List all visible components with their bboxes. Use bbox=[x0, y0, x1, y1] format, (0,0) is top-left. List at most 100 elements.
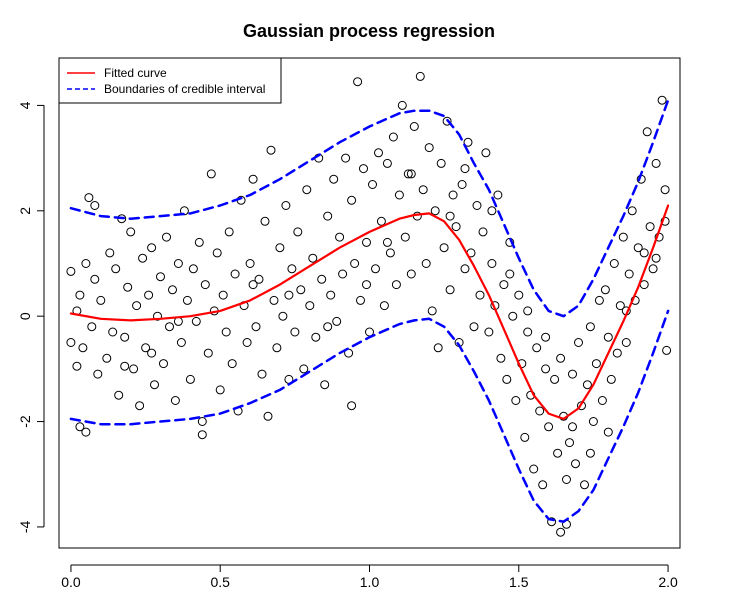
data-point bbox=[511, 396, 521, 405]
data-point bbox=[415, 71, 425, 81]
data-point bbox=[93, 369, 103, 379]
data-point bbox=[615, 301, 625, 311]
data-point bbox=[523, 306, 533, 316]
data-point bbox=[547, 517, 557, 527]
data-point bbox=[284, 290, 294, 300]
data-point bbox=[260, 216, 270, 226]
data-point bbox=[162, 232, 171, 242]
data-point bbox=[75, 290, 85, 300]
data-point bbox=[120, 361, 130, 371]
data-point bbox=[409, 122, 419, 131]
data-point bbox=[603, 427, 613, 437]
data-point bbox=[424, 143, 434, 153]
fitted-curve-line bbox=[69, 204, 670, 420]
data-point bbox=[484, 327, 494, 337]
data-point bbox=[585, 322, 595, 332]
data-point bbox=[317, 274, 327, 284]
data-point bbox=[320, 380, 330, 390]
data-point bbox=[645, 222, 655, 232]
data-point bbox=[562, 475, 571, 484]
data-point bbox=[165, 322, 174, 332]
data-point bbox=[529, 464, 539, 474]
data-point bbox=[514, 290, 524, 300]
y-tick-label: 2 bbox=[17, 207, 33, 215]
data-point bbox=[224, 227, 234, 237]
data-point bbox=[633, 243, 643, 253]
data-point bbox=[475, 290, 485, 300]
data-point bbox=[374, 148, 383, 158]
data-point bbox=[212, 248, 222, 258]
data-point bbox=[135, 401, 145, 411]
legend-label-fitted-curve: Fitted curve bbox=[104, 66, 167, 80]
data-point bbox=[368, 180, 377, 189]
data-point bbox=[565, 438, 574, 448]
data-point bbox=[657, 95, 667, 105]
data-point bbox=[580, 480, 589, 490]
data-point bbox=[66, 338, 76, 347]
data-point bbox=[496, 353, 506, 363]
data-point bbox=[102, 353, 112, 363]
data-point bbox=[194, 237, 204, 247]
data-point bbox=[341, 153, 351, 163]
data-point bbox=[406, 169, 416, 179]
data-point bbox=[457, 180, 467, 189]
data-point bbox=[379, 301, 389, 311]
data-point bbox=[660, 216, 670, 226]
data-point bbox=[481, 148, 491, 158]
data-point bbox=[448, 190, 458, 200]
legend-box bbox=[58, 57, 282, 104]
data-point bbox=[332, 316, 342, 326]
x-tick-label: 0.0 bbox=[61, 574, 81, 590]
y-tick-label: 0 bbox=[17, 312, 33, 320]
data-point bbox=[176, 338, 186, 347]
data-point bbox=[72, 361, 82, 371]
data-point bbox=[108, 327, 118, 337]
data-point bbox=[114, 390, 124, 400]
data-point bbox=[660, 185, 670, 195]
data-point bbox=[257, 369, 267, 379]
data-point bbox=[335, 232, 345, 242]
data-point bbox=[150, 380, 159, 390]
data-point bbox=[403, 169, 413, 179]
data-point bbox=[362, 237, 371, 247]
data-point bbox=[451, 222, 461, 232]
data-point bbox=[478, 227, 488, 237]
data-point bbox=[251, 322, 261, 332]
data-point bbox=[502, 374, 512, 384]
data-point bbox=[472, 201, 482, 210]
axes: 0.0 0.5 1.0 1.5 2.0 -4 -2 0 2 4 bbox=[17, 101, 678, 590]
data-point bbox=[356, 295, 365, 305]
data-point bbox=[87, 322, 97, 332]
data-point bbox=[382, 158, 392, 168]
data-point bbox=[263, 411, 273, 421]
data-point bbox=[538, 480, 548, 490]
data-point bbox=[385, 248, 395, 258]
data-point bbox=[188, 264, 198, 274]
legend: Fitted curve Boundaries of credible inte… bbox=[58, 57, 282, 104]
credible-interval-upper-line bbox=[69, 98, 670, 318]
y-tick-label: -2 bbox=[17, 415, 33, 428]
data-point bbox=[469, 322, 479, 332]
data-point bbox=[96, 295, 106, 305]
data-point bbox=[326, 290, 336, 300]
data-point bbox=[556, 527, 566, 537]
data-point bbox=[132, 301, 142, 311]
y-tick-label: 4 bbox=[17, 101, 33, 109]
data-point bbox=[436, 158, 446, 168]
data-point bbox=[272, 343, 282, 353]
data-point bbox=[505, 269, 515, 279]
data-point bbox=[350, 259, 360, 268]
data-point bbox=[618, 232, 628, 242]
data-point bbox=[206, 169, 216, 179]
data-point bbox=[597, 396, 607, 405]
data-point bbox=[126, 227, 136, 237]
data-point bbox=[651, 158, 661, 168]
data-point bbox=[532, 343, 542, 353]
data-point bbox=[606, 374, 616, 384]
data-point bbox=[487, 206, 497, 216]
data-point bbox=[574, 338, 583, 347]
data-point bbox=[191, 316, 201, 326]
data-point bbox=[397, 100, 407, 110]
data-point bbox=[359, 164, 368, 174]
data-point bbox=[582, 380, 592, 390]
